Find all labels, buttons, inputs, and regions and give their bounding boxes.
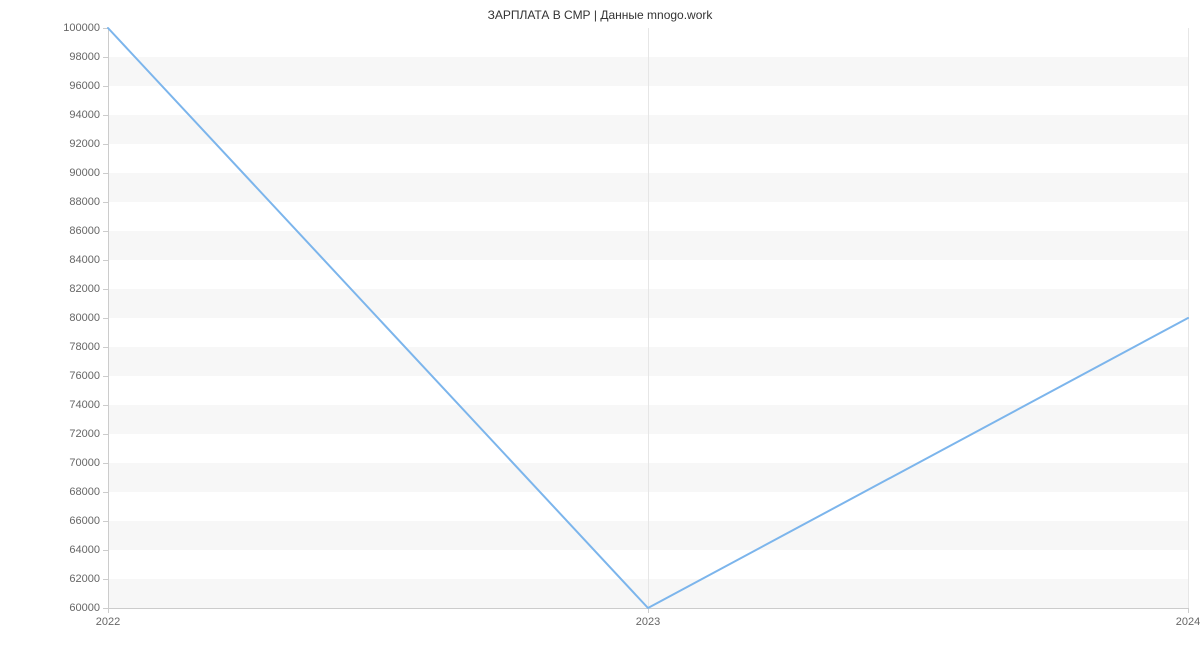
series-line bbox=[108, 28, 1188, 608]
y-tick-label: 88000 bbox=[69, 196, 100, 208]
y-tick-label: 92000 bbox=[69, 138, 100, 150]
y-tick-label: 68000 bbox=[69, 486, 100, 498]
y-tick-label: 98000 bbox=[69, 51, 100, 63]
y-tick-label: 96000 bbox=[69, 80, 100, 92]
y-tick-label: 82000 bbox=[69, 283, 100, 295]
y-tick-label: 94000 bbox=[69, 109, 100, 121]
y-tick-label: 66000 bbox=[69, 515, 100, 527]
chart-title: ЗАРПЛАТА В СМР | Данные mnogo.work bbox=[488, 8, 713, 22]
y-tick-label: 84000 bbox=[69, 254, 100, 266]
salary-chart: ЗАРПЛАТА В СМР | Данные mnogo.work 20222… bbox=[0, 0, 1200, 650]
x-tick-label: 2023 bbox=[636, 616, 660, 628]
x-tick-label: 2022 bbox=[96, 616, 120, 628]
y-tick-label: 74000 bbox=[69, 399, 100, 411]
y-tick-label: 100000 bbox=[63, 22, 100, 34]
y-tick-label: 80000 bbox=[69, 312, 100, 324]
y-tick-label: 70000 bbox=[69, 457, 100, 469]
y-tick-label: 60000 bbox=[69, 602, 100, 614]
y-tick-label: 72000 bbox=[69, 428, 100, 440]
x-tick-mark bbox=[1188, 608, 1189, 613]
y-tick-label: 78000 bbox=[69, 341, 100, 353]
plot-area: 2022202320246000062000640006600068000700… bbox=[108, 28, 1188, 608]
y-tick-label: 64000 bbox=[69, 544, 100, 556]
y-tick-label: 76000 bbox=[69, 370, 100, 382]
x-tick-label: 2024 bbox=[1176, 616, 1200, 628]
y-tick-label: 62000 bbox=[69, 573, 100, 585]
y-tick-label: 90000 bbox=[69, 167, 100, 179]
y-tick-label: 86000 bbox=[69, 225, 100, 237]
